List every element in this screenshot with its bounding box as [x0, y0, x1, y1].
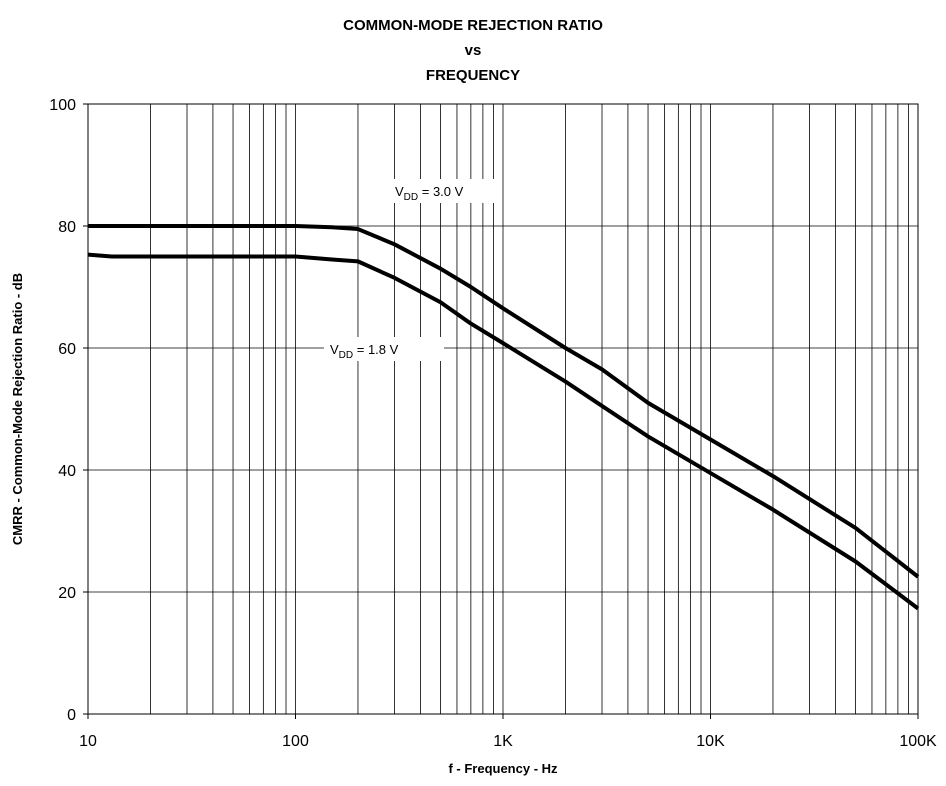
series-label: VDD = 1.8 V [330, 342, 399, 361]
y-tick-label: 60 [58, 341, 76, 358]
y-tick-label: 80 [58, 219, 76, 236]
label-part: = 3.0 V [418, 184, 463, 199]
chart-title: COMMON-MODE REJECTION RATIO [343, 17, 603, 34]
x-tick-label: 10 [79, 733, 97, 750]
x-tick-label: 1K [493, 733, 513, 750]
label-subscript: DD [404, 192, 418, 203]
series-line [88, 224, 920, 579]
x-tick-label: 10K [696, 733, 725, 750]
plot-border [87, 103, 919, 715]
x-axis-label: f - Frequency - Hz [448, 761, 558, 776]
chart-title: FREQUENCY [426, 67, 520, 84]
chart-title: vs [465, 42, 482, 59]
label-subscript: DD [339, 350, 353, 361]
label-part: V [395, 184, 404, 199]
series-label: VDD = 3.0 V [395, 184, 464, 203]
y-tick-label: 0 [67, 707, 76, 724]
x-tick-label: 100 [282, 733, 309, 750]
label-background [324, 337, 444, 361]
x-tick-label: 100K [899, 733, 937, 750]
label-background [389, 179, 501, 203]
series-line [87, 252, 920, 611]
y-tick-label: 100 [49, 97, 76, 114]
label-part: V [330, 342, 339, 357]
y-axis-label: CMRR - Common-Mode Rejection Ratio - dB [10, 273, 25, 545]
label-part: = 1.8 V [353, 342, 398, 357]
y-tick-label: 20 [58, 585, 76, 602]
y-tick-label: 40 [58, 463, 76, 480]
